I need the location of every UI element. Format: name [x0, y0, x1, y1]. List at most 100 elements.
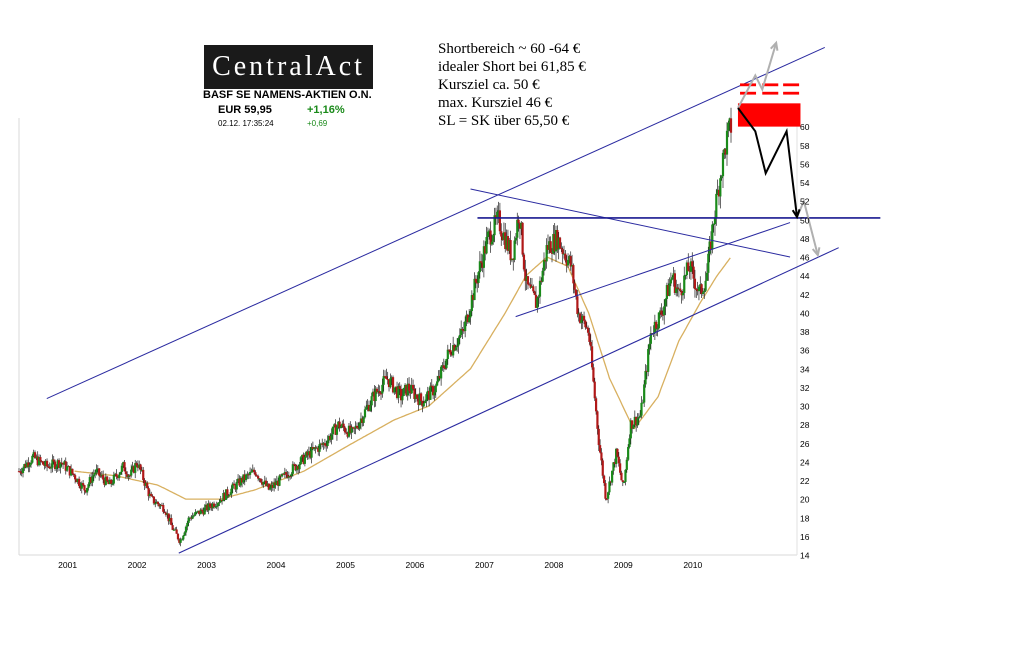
candle-body	[158, 504, 161, 507]
candle-body	[617, 456, 620, 464]
candle-body	[653, 321, 656, 334]
candle-body	[514, 237, 518, 241]
candle-body	[94, 472, 97, 475]
candle-body	[167, 513, 170, 522]
y-tick-label: 18	[800, 513, 810, 523]
candle-body	[309, 451, 312, 458]
candle-body	[65, 466, 69, 471]
candle-body	[45, 460, 49, 467]
candle-body	[390, 377, 393, 379]
y-tick-label: 52	[800, 197, 810, 207]
candle-body	[251, 469, 254, 472]
candle-body	[593, 381, 596, 399]
y-tick-label: 46	[800, 253, 810, 263]
candle-body	[258, 478, 261, 480]
candle-body	[350, 427, 353, 433]
candle-body	[261, 482, 264, 485]
candle-body	[450, 354, 453, 356]
candle-body	[426, 390, 429, 395]
candle-body	[95, 469, 98, 473]
candle-body	[67, 466, 70, 468]
candle-body	[346, 432, 349, 437]
candle-body	[476, 282, 479, 284]
candle-body	[621, 480, 624, 483]
candle-body	[668, 283, 671, 296]
candle-body	[381, 384, 384, 394]
candle-body	[321, 443, 324, 445]
candle-body	[40, 461, 43, 463]
candle-body	[190, 517, 193, 519]
candle-body	[335, 427, 339, 435]
short-zone-box	[737, 103, 801, 127]
candle-body	[406, 383, 409, 396]
candle-body	[175, 529, 178, 534]
candle-body	[188, 517, 192, 519]
candle-body	[361, 418, 364, 423]
candle-body	[578, 313, 582, 323]
y-tick-label: 16	[800, 532, 810, 542]
candle-body	[401, 395, 404, 401]
candle-body	[61, 463, 65, 465]
candle-body	[713, 217, 717, 225]
candle-body	[351, 427, 355, 429]
candle-body	[685, 262, 689, 275]
candle-body	[326, 440, 329, 446]
candle-body	[721, 152, 725, 177]
candle-body	[628, 438, 631, 447]
candle-body	[659, 310, 662, 313]
candle-body	[512, 258, 515, 260]
candle-body	[417, 398, 420, 405]
stop-loss-dash	[740, 91, 757, 95]
x-tick-label: 2006	[405, 560, 424, 570]
candle-body	[116, 476, 119, 479]
candle-body	[518, 223, 522, 229]
candle-body	[282, 473, 285, 475]
candle-body	[399, 388, 403, 401]
candle-body	[159, 504, 162, 507]
y-tick-label: 20	[800, 495, 810, 505]
candle-body	[590, 346, 594, 368]
candle-body	[688, 270, 691, 272]
alt-arrow-up-head	[770, 40, 779, 51]
candle-body	[438, 376, 441, 379]
candle-body	[501, 236, 504, 241]
stop-loss-dash	[783, 83, 800, 87]
candle-body	[700, 284, 703, 294]
candle-body	[60, 462, 63, 464]
candle-body	[644, 370, 647, 385]
candle-body	[561, 249, 564, 255]
candle-body	[582, 315, 586, 321]
candle-body	[663, 306, 666, 316]
candle-body	[142, 469, 145, 481]
candle-body	[220, 499, 224, 502]
candle-body	[166, 513, 169, 515]
candle-body	[367, 404, 371, 411]
candle-body	[387, 379, 391, 388]
candle-body	[584, 320, 587, 328]
candle-body	[421, 401, 424, 407]
candle-body	[434, 385, 437, 393]
candle-body	[720, 176, 723, 179]
candle-body	[680, 291, 683, 296]
candle-body	[508, 240, 511, 251]
candle-body	[337, 421, 340, 428]
candle-body	[677, 288, 681, 290]
candle-body	[538, 280, 542, 297]
x-tick-label: 2002	[128, 560, 147, 570]
stop-loss-dash	[762, 91, 779, 95]
candle-body	[202, 510, 205, 515]
candle-body	[74, 475, 77, 480]
candle-body	[415, 394, 419, 399]
candle-body	[80, 483, 83, 489]
candle-body	[683, 275, 686, 293]
candle-body	[98, 468, 101, 476]
candle-body	[608, 481, 611, 493]
candle-body	[624, 469, 627, 482]
candle-body	[184, 526, 188, 533]
candle-body	[35, 456, 38, 459]
candle-body	[613, 462, 616, 465]
candle-body	[413, 388, 416, 399]
candle-body	[460, 328, 463, 335]
candle-body	[545, 245, 548, 262]
candle-body	[47, 466, 50, 468]
